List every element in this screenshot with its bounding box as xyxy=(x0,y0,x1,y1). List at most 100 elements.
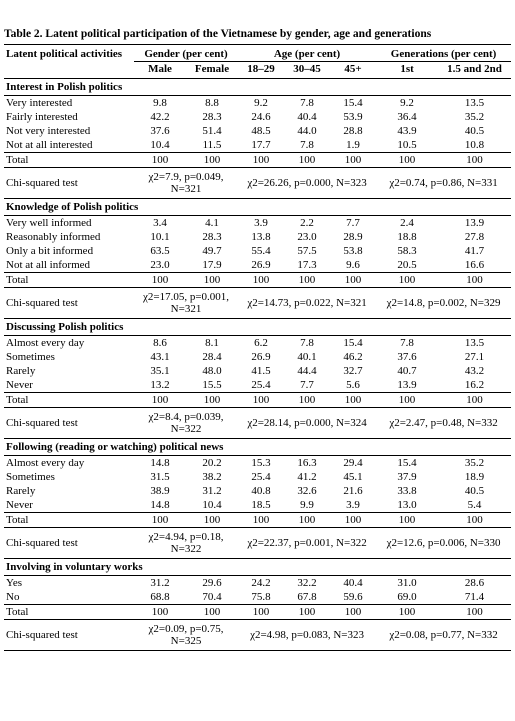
test-cell: χ2=8.4, p=0.039, N=322 xyxy=(134,407,239,439)
cell: 32.6 xyxy=(297,485,317,497)
cell: 44.4 xyxy=(297,365,317,377)
cell: 63.5 xyxy=(150,245,170,257)
section-heading: Following (reading or watching) politica… xyxy=(4,438,512,456)
row-label: Sometimes xyxy=(6,351,55,363)
test-row: Chi-squared test χ2=17.05, p=0.001, N=321… xyxy=(4,287,512,319)
cell: 35.2 xyxy=(464,457,485,469)
cell: 100 xyxy=(134,604,186,620)
group-header: Gender (per cent) xyxy=(134,44,239,62)
cell: 100 xyxy=(376,512,439,528)
data-row: Yes 31.2 29.6 24.2 32.2 40.4 31.0 28.6 xyxy=(4,576,511,591)
cell: 29.4 xyxy=(343,457,363,469)
cell: 40.5 xyxy=(464,485,485,497)
cell: 100 xyxy=(134,272,186,288)
cell: 40.1 xyxy=(297,351,317,363)
cell: 18.8 xyxy=(397,231,417,243)
cell: 100 xyxy=(376,392,439,408)
cell: 67.8 xyxy=(297,591,317,603)
data-row: Almost every day 14.8 20.2 15.3 16.3 29.4 15.4… xyxy=(4,456,511,471)
column-header: 18–29 xyxy=(238,61,285,79)
cell: 13.9 xyxy=(397,379,417,391)
cell: 100 xyxy=(376,272,439,288)
cell: 18.5 xyxy=(251,499,271,511)
total-row: Total 100 100 100 100 100 100 100 xyxy=(4,272,512,288)
cell: 32.2 xyxy=(297,577,317,589)
row-label: Not at all informed xyxy=(6,259,91,271)
section-row: Discussing Polish politics xyxy=(4,318,512,336)
cell: 55.4 xyxy=(251,245,271,257)
row-label: Almost every day xyxy=(6,457,85,469)
total-row: Total 100 100 100 100 100 100 100 xyxy=(4,512,512,528)
cell: 49.7 xyxy=(202,245,222,257)
cell: 100 xyxy=(186,152,239,168)
table-title: Table 2. Latent political participation … xyxy=(4,28,432,40)
cell: 16.6 xyxy=(464,259,485,271)
cell: 100 xyxy=(238,272,285,288)
cell: 2.4 xyxy=(400,217,414,229)
test-cell: χ2=17.05, p=0.001, N=321 xyxy=(134,287,239,319)
cell: 3.9 xyxy=(346,499,360,511)
test-cell: χ2=22.37, p=0.001, N=322 xyxy=(238,527,377,559)
data-row: Never 14.8 10.4 18.5 9.9 3.9 13.0 5.4 xyxy=(4,498,511,513)
cell: 17.9 xyxy=(202,259,222,271)
cell: 100 xyxy=(186,272,239,288)
row-label: No xyxy=(6,591,20,603)
cell: 100 xyxy=(284,512,331,528)
test-cell: χ2=4.98, p=0.083, N=323 xyxy=(238,619,377,651)
cell: 31.2 xyxy=(202,485,222,497)
cell: 13.9 xyxy=(464,217,485,229)
cell: 100 xyxy=(376,152,439,168)
page: {"title": "Table 2. Latent political par… xyxy=(0,28,515,721)
header-row: Latent political activities Gender (per … xyxy=(4,44,512,79)
cell: 100 xyxy=(438,152,512,168)
test-cell: χ2=14.73, p=0.022, N=321 xyxy=(238,287,377,319)
row-label: Total xyxy=(4,392,134,408)
column-header: 30–45 xyxy=(284,61,331,79)
row-label: Very well informed xyxy=(6,217,92,229)
cell: 9.2 xyxy=(400,97,414,109)
cell: 40.4 xyxy=(343,577,363,589)
cell: 7.8 xyxy=(400,337,414,349)
row-label: Yes xyxy=(6,577,23,589)
cell: 70.4 xyxy=(202,591,222,603)
cell: 100 xyxy=(330,512,377,528)
cell: 58.3 xyxy=(397,245,417,257)
cell: 100 xyxy=(238,604,285,620)
test-row: Chi-squared test χ2=7.9, p=0.049, N=321 χ2… xyxy=(4,167,512,199)
cell: 100 xyxy=(186,392,239,408)
cell: 43.9 xyxy=(397,125,417,137)
cell: 9.9 xyxy=(300,499,314,511)
row-label: Total xyxy=(4,272,134,288)
cell: 9.6 xyxy=(346,259,360,271)
cell: 9.2 xyxy=(254,97,268,109)
row-label: Very interested xyxy=(6,97,73,109)
cell: 100 xyxy=(330,152,377,168)
cell: 41.5 xyxy=(251,365,271,377)
cell: 10.8 xyxy=(464,139,485,151)
row-label: Total xyxy=(4,604,134,620)
cell: 24.2 xyxy=(251,577,271,589)
cell: 32.7 xyxy=(343,365,363,377)
cell: 18.9 xyxy=(464,471,485,483)
test-cell: χ2=0.09, p=0.75, N=325 xyxy=(134,619,239,651)
row-label: Chi-squared test xyxy=(4,619,134,651)
cell: 29.6 xyxy=(202,577,222,589)
cell: 14.8 xyxy=(150,457,170,469)
section-heading: Interest in Polish politics xyxy=(4,78,512,96)
cell: 40.8 xyxy=(251,485,271,497)
cell: 2.2 xyxy=(300,217,314,229)
cell: 25.4 xyxy=(251,471,271,483)
cell: 51.4 xyxy=(202,125,222,137)
cell: 53.9 xyxy=(343,111,363,123)
cell: 24.6 xyxy=(251,111,271,123)
cell: 100 xyxy=(438,512,512,528)
cell: 10.4 xyxy=(150,139,170,151)
cell: 100 xyxy=(284,604,331,620)
column-header: 1st xyxy=(376,61,439,79)
cell: 100 xyxy=(330,272,377,288)
cell: 36.4 xyxy=(397,111,417,123)
cell: 8.1 xyxy=(205,337,219,349)
cell: 100 xyxy=(284,152,331,168)
cell: 3.4 xyxy=(153,217,167,229)
data-row: Sometimes 43.1 28.4 26.9 40.1 46.2 37.6 27.1 xyxy=(4,350,511,364)
